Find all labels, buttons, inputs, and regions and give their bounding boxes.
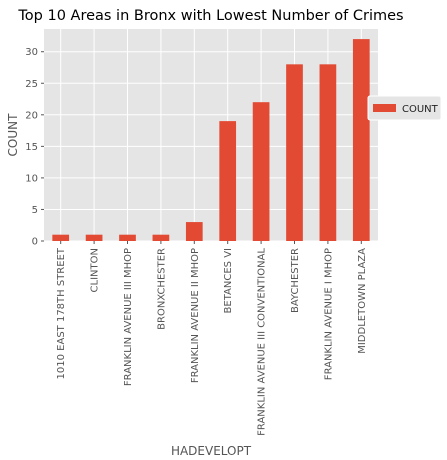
bar bbox=[119, 234, 136, 241]
legend-swatch bbox=[373, 104, 396, 112]
bar bbox=[319, 64, 337, 241]
bar bbox=[219, 121, 237, 241]
y-tick-label: 5 bbox=[32, 205, 38, 216]
x-tick-label: 1010 EAST 178TH STREET bbox=[56, 247, 67, 379]
legend: COUNT bbox=[367, 95, 442, 121]
bar bbox=[352, 39, 370, 241]
y-axis-title: COUNT bbox=[6, 113, 20, 157]
y-tick-label: 10 bbox=[25, 173, 38, 184]
x-tick-label: CLINTON bbox=[90, 248, 101, 292]
legend-box bbox=[367, 95, 442, 121]
x-tick-label: FRANKLIN AVENUE I MHOP bbox=[323, 248, 334, 380]
x-tick-label: MIDDLETOWN PLAZA bbox=[357, 248, 368, 354]
bar bbox=[85, 234, 103, 241]
x-tick-label: BRONXCHESTER bbox=[156, 248, 167, 330]
x-axis-title: HADEVELOPT bbox=[171, 444, 252, 458]
bar bbox=[286, 64, 303, 241]
y-tick-label: 0 bbox=[32, 237, 38, 248]
x-tick-label: BAYCHESTER bbox=[290, 248, 301, 313]
y-tick-label: 20 bbox=[25, 110, 38, 121]
bars bbox=[52, 39, 370, 241]
chart-title: Top 10 Areas in Bronx with Lowest Number… bbox=[17, 8, 403, 24]
y-tick-label: 30 bbox=[25, 47, 38, 58]
y-tick-label: 25 bbox=[25, 79, 38, 90]
y-axis: 0 5 10 15 20 25 30 bbox=[25, 47, 44, 248]
legend-label: COUNT bbox=[402, 104, 439, 115]
y-tick-label: 15 bbox=[25, 142, 38, 153]
bar bbox=[252, 102, 270, 241]
x-axis: 1010 EAST 178TH STREET CLINTON FRANKLIN AV… bbox=[56, 241, 368, 436]
bar bbox=[52, 234, 70, 241]
bar bbox=[152, 234, 170, 241]
x-tick-label: FRANKLIN AVENUE II MHOP bbox=[190, 248, 201, 383]
x-tick-label: BETANCES VI bbox=[223, 248, 234, 313]
x-tick-label: FRANKLIN AVENUE III MHOP bbox=[123, 248, 134, 386]
x-tick-label: FRANKLIN AVENUE III CONVENTIONAL bbox=[257, 248, 268, 436]
bar bbox=[185, 222, 203, 241]
